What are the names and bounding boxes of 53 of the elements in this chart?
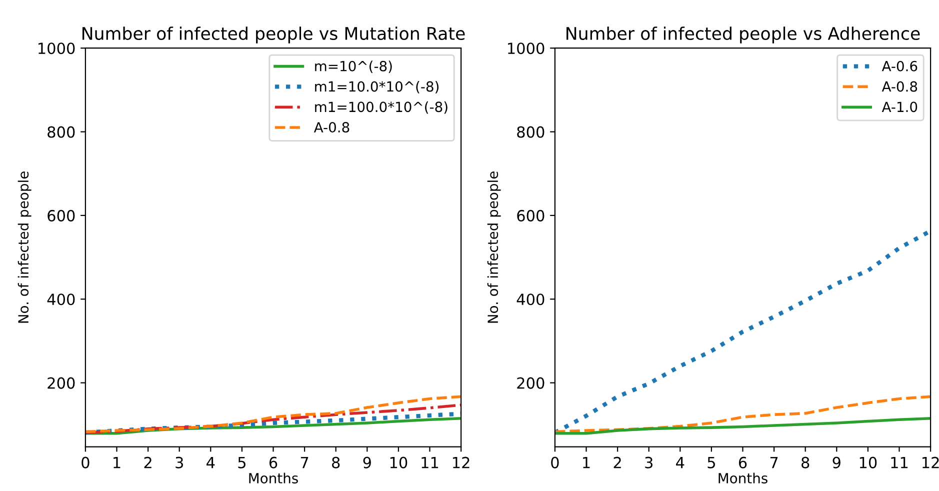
chart-title: Number of infected people vs Mutation Rate <box>82 26 465 44</box>
x-tick-label: 11 <box>422 457 438 468</box>
line-series <box>554 416 931 435</box>
legend-label: A-0.6 <box>882 60 918 72</box>
x-tick-label: 11 <box>891 457 908 468</box>
x-tick-label: 8 <box>332 456 340 468</box>
line-series <box>85 395 462 434</box>
y-tick-label: 200 <box>517 377 544 389</box>
x-tick-label: 2 <box>144 456 152 468</box>
y-axis-title: No. of infected people <box>487 172 501 323</box>
x-axis-title: Months <box>249 472 298 484</box>
legend-label: m=10^(-8) <box>315 60 392 74</box>
x-tick-label: 6 <box>738 456 747 468</box>
x-tick-label: 3 <box>645 456 652 468</box>
x-tick-label: 1 <box>583 457 590 468</box>
x-tick-label: 5 <box>708 457 715 468</box>
x-tick-label: 10 <box>860 456 877 468</box>
y-tick-label: 800 <box>517 126 544 138</box>
x-tick-label: 0 <box>82 456 90 468</box>
y-tick-label: 400 <box>47 294 75 306</box>
x-axis-title: Months <box>718 472 768 484</box>
y-tick-label: 1000 <box>38 42 75 54</box>
legend-label: m1=100.0*10^(-8) <box>315 101 448 114</box>
x-tick-label: 0 <box>551 456 559 468</box>
y-axis-title: No. of infected people <box>18 172 32 323</box>
y-tick-label: 400 <box>516 294 544 306</box>
x-tick-label: 12 <box>453 456 470 468</box>
x-tick-label: 9 <box>832 456 840 468</box>
x-tick-label: 1 <box>114 457 120 468</box>
x-tick-label: 9 <box>363 456 371 468</box>
legend-label: A-0.8 <box>882 81 918 92</box>
x-tick-label: 12 <box>922 456 939 468</box>
x-tick-label: 4 <box>676 457 684 468</box>
x-tick-label: 5 <box>238 457 246 468</box>
chart-title: Number of infected people vs Adherence <box>566 26 920 44</box>
y-tick-label: 200 <box>48 377 75 389</box>
legend-label: m1=10.0*10^(-8) <box>315 81 439 94</box>
x-tick-label: 7 <box>300 457 308 468</box>
y-tick-label: 800 <box>48 126 75 138</box>
line-series <box>85 404 462 434</box>
x-tick-label: 7 <box>770 457 778 468</box>
y-tick-label: 600 <box>517 210 544 222</box>
line-series <box>554 395 931 434</box>
y-tick-label: 600 <box>48 210 75 222</box>
legend-label: A-0.8 <box>314 122 350 133</box>
x-tick-label: 4 <box>206 457 215 468</box>
x-tick-label: 3 <box>176 456 183 468</box>
x-tick-label: 10 <box>390 456 408 468</box>
legend-label: A-1.0 <box>882 102 918 112</box>
x-tick-label: 2 <box>614 456 621 468</box>
y-tick-label: 1000 <box>508 42 544 54</box>
x-tick-label: 6 <box>269 456 278 468</box>
x-tick-label: 8 <box>802 456 810 468</box>
